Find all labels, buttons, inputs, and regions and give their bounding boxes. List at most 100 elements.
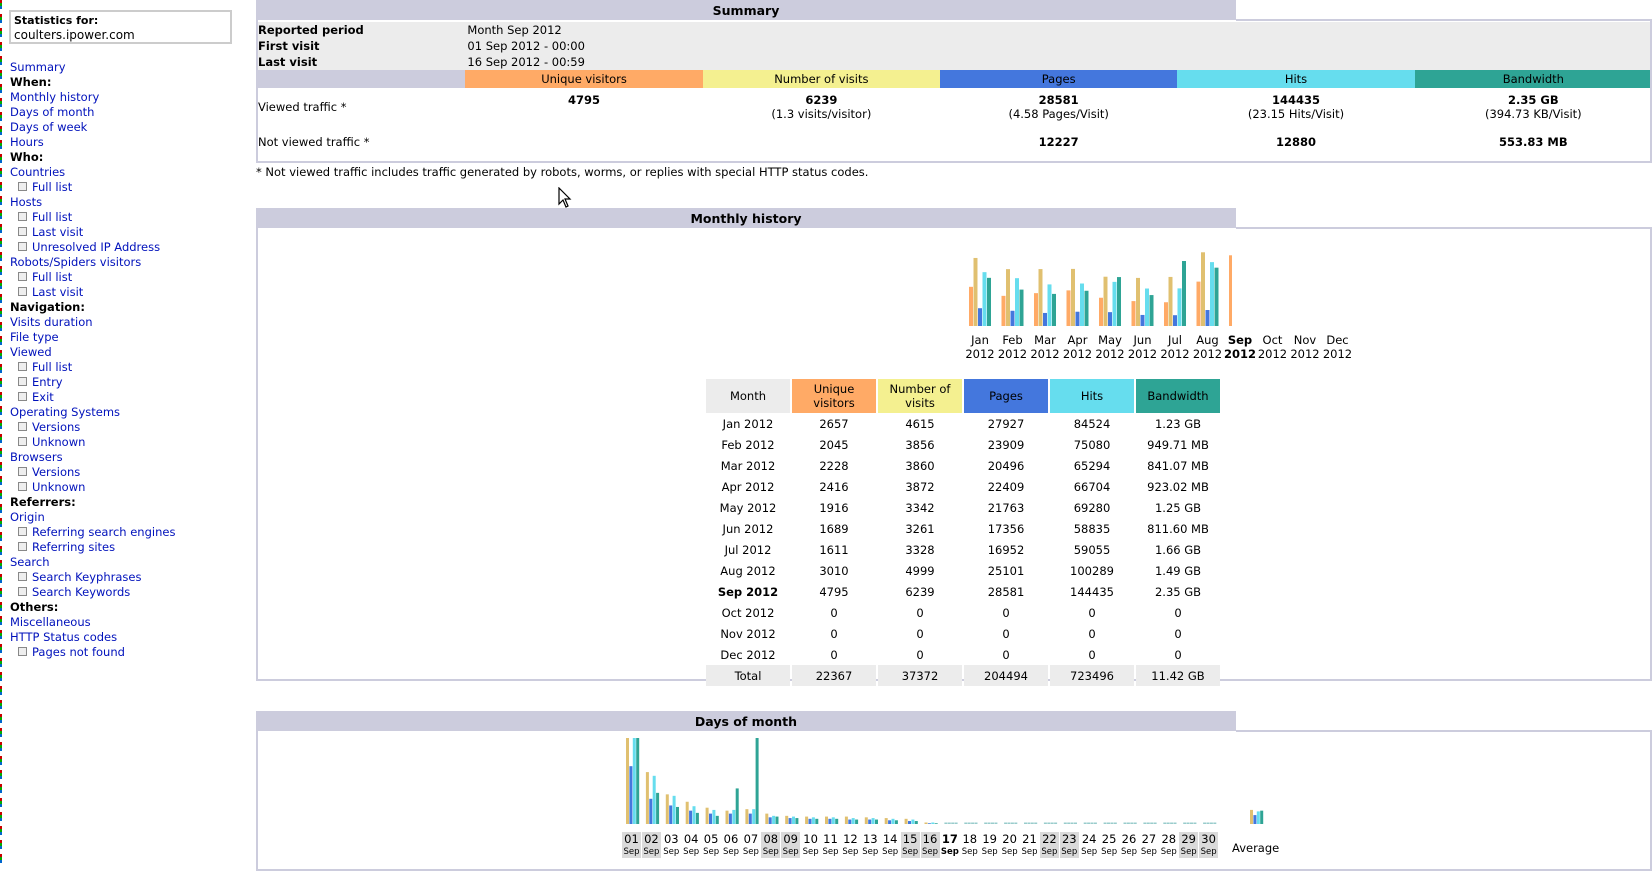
day-bar-16-1: [927, 823, 931, 824]
statistics-for-box: Statistics for: coulters.ipower.com: [9, 10, 232, 44]
menu-label[interactable]: Visits duration: [10, 315, 93, 329]
menu-link-entry[interactable]: Entry: [10, 375, 175, 390]
menu-link-operating-systems[interactable]: Operating Systems: [10, 405, 175, 420]
menu-label[interactable]: Viewed: [10, 345, 52, 359]
menu-label[interactable]: Full list: [32, 180, 73, 194]
menu-link-file-type[interactable]: File type: [10, 330, 175, 345]
menu-link-last-visit[interactable]: Last visit: [10, 285, 175, 300]
menu-link-full-list[interactable]: Full list: [10, 360, 175, 375]
day-bar-05-3: [715, 815, 719, 824]
menu-label[interactable]: Exit: [32, 390, 54, 404]
month-axis-label: Apr 2012: [1061, 333, 1095, 361]
days-average-label: Average: [1232, 841, 1280, 855]
menu-link-unknown[interactable]: Unknown: [10, 435, 175, 450]
menu-label[interactable]: Days of month: [10, 105, 95, 119]
menu-link-full-list[interactable]: Full list: [10, 180, 175, 195]
menu-label[interactable]: Pages not found: [32, 645, 125, 659]
day-bar-13-3: [875, 819, 878, 824]
menu-link-summary[interactable]: Summary: [10, 60, 175, 75]
bar-jun-2012-3: [1145, 288, 1149, 326]
menu-link-origin[interactable]: Origin: [10, 510, 175, 525]
bullet-square-icon: [18, 422, 27, 431]
table-row: Mar 2012 2228 3860 20496 65294 841.07 MB: [706, 455, 1220, 476]
cell-hits: 0: [1088, 626, 1096, 641]
menu-label[interactable]: Monthly history: [10, 90, 100, 104]
menu-link-referring-search-engines[interactable]: Referring search engines: [10, 525, 175, 540]
menu-link-unresolved-ip-address[interactable]: Unresolved IP Address: [10, 240, 175, 255]
menu-label[interactable]: Search Keyphrases: [32, 570, 142, 584]
menu-label: Others:: [10, 600, 59, 614]
menu-link-search-keyphrases[interactable]: Search Keyphrases: [10, 570, 175, 585]
day-bar-05-2: [712, 809, 716, 824]
menu-label[interactable]: Miscellaneous: [10, 615, 91, 629]
day-axis-label: 06 Sep: [722, 832, 741, 858]
menu-label[interactable]: Entry: [32, 375, 63, 389]
menu-label[interactable]: Referring search engines: [32, 525, 176, 539]
day-number: 25: [1101, 832, 1117, 846]
menu-link-http-status-codes[interactable]: HTTP Status codes: [10, 630, 175, 645]
menu-label[interactable]: Full list: [32, 270, 73, 284]
menu-label[interactable]: Unresolved IP Address: [32, 240, 161, 254]
cell-visits: 0: [916, 626, 924, 641]
menu-link-full-list[interactable]: Full list: [10, 210, 175, 225]
menu-label[interactable]: Browsers: [10, 450, 63, 464]
table-total-row: Total 22367 37372 204494 723496 11.42 GB: [706, 665, 1220, 686]
menu-label[interactable]: Days of week: [10, 120, 88, 134]
cell-month: Feb 2012: [721, 437, 775, 452]
menu-label[interactable]: Versions: [32, 465, 81, 479]
menu-link-last-visit[interactable]: Last visit: [10, 225, 175, 240]
menu-label[interactable]: Origin: [10, 510, 45, 524]
bar-apr-2012-4: [1084, 290, 1089, 326]
menu-label[interactable]: Search: [10, 555, 50, 569]
month-axis-label-month: Nov: [1293, 333, 1317, 347]
menu-label[interactable]: Last visit: [32, 285, 84, 299]
menu-label[interactable]: Unknown: [32, 480, 86, 494]
menu-link-robots-spiders-visitors[interactable]: Robots/Spiders visitors: [10, 255, 175, 270]
menu-link-full-list[interactable]: Full list: [10, 270, 175, 285]
day-bar-18-3: [974, 822, 978, 824]
menu-link-search[interactable]: Search: [10, 555, 175, 570]
day-month-abbr: Sep: [882, 847, 899, 857]
month-axis-label-month: Jun: [1133, 333, 1152, 347]
menu-label[interactable]: Full list: [32, 360, 73, 374]
menu-label[interactable]: Robots/Spiders visitors: [10, 255, 142, 269]
menu-label[interactable]: Last visit: [32, 225, 84, 239]
menu-label[interactable]: Referring sites: [32, 540, 116, 554]
menu-label[interactable]: Operating Systems: [10, 405, 121, 419]
menu-link-monthly-history[interactable]: Monthly history: [10, 90, 175, 105]
menu-link-hours[interactable]: Hours: [10, 135, 175, 150]
menu-link-days-of-month[interactable]: Days of month: [10, 105, 175, 120]
menu-label[interactable]: Unknown: [32, 435, 86, 449]
menu-label[interactable]: File type: [10, 330, 59, 344]
menu-link-pages-not-found[interactable]: Pages not found: [10, 645, 175, 660]
day-month-abbr: Sep: [663, 847, 680, 857]
menu-link-viewed[interactable]: Viewed: [10, 345, 175, 360]
cell-bandwidth: 0: [1174, 647, 1182, 662]
menu-link-hosts[interactable]: Hosts: [10, 195, 175, 210]
menu-label[interactable]: Full list: [32, 210, 73, 224]
menu-link-visits-duration[interactable]: Visits duration: [10, 315, 175, 330]
menu-link-search-keywords[interactable]: Search Keywords: [10, 585, 175, 600]
menu-label[interactable]: HTTP Status codes: [10, 630, 118, 644]
menu-link-miscellaneous[interactable]: Miscellaneous: [10, 615, 175, 630]
day-month-abbr: Sep: [1140, 847, 1157, 857]
menu-label[interactable]: Countries: [10, 165, 66, 179]
menu-label[interactable]: Hours: [10, 135, 44, 149]
menu-link-versions[interactable]: Versions: [10, 420, 175, 435]
menu-label[interactable]: Versions: [32, 420, 81, 434]
bar-feb-2012-4: [1019, 289, 1024, 326]
menu-link-versions[interactable]: Versions: [10, 465, 175, 480]
menu-link-unknown[interactable]: Unknown: [10, 480, 175, 495]
menu-link-countries[interactable]: Countries: [10, 165, 175, 180]
menu-link-referring-sites[interactable]: Referring sites: [10, 540, 175, 555]
menu-label[interactable]: Hosts: [10, 195, 43, 209]
menu-link-days-of-week[interactable]: Days of week: [10, 120, 175, 135]
day-bar-03-1: [669, 805, 673, 824]
menu-label[interactable]: Summary: [10, 60, 66, 74]
day-number: 12: [843, 832, 858, 846]
menu-link-browsers[interactable]: Browsers: [10, 450, 175, 465]
menu-label[interactable]: Search Keywords: [32, 585, 131, 599]
menu-link-exit[interactable]: Exit: [10, 390, 175, 405]
month-axis-label: Mar 2012: [1028, 333, 1062, 361]
day-bar-29-3: [1193, 822, 1197, 824]
